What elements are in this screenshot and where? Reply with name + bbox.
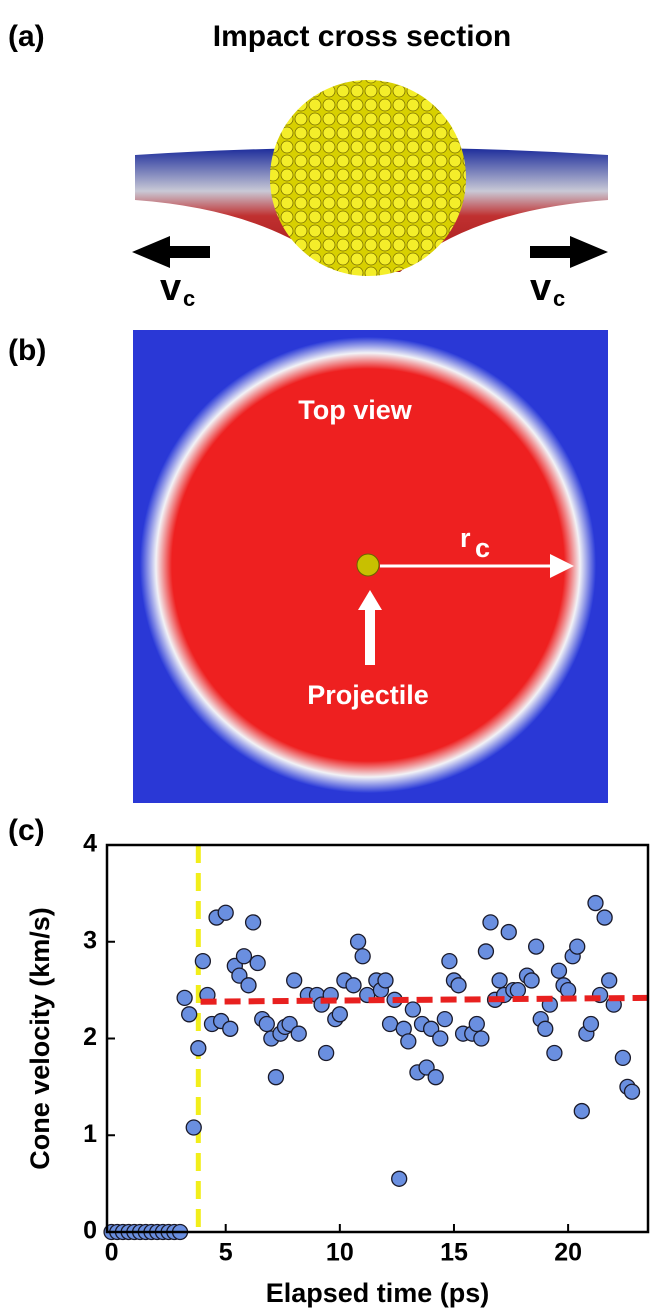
data-point: [473, 1030, 490, 1047]
data-point: [537, 1020, 554, 1037]
data-point: [349, 933, 367, 950]
plot-frame: [105, 843, 650, 1234]
projectile-arrow: [358, 590, 382, 665]
panel-label: (a): [8, 20, 45, 53]
data-point: [550, 962, 568, 979]
data-point: [317, 1044, 335, 1062]
y-tick-label: 3: [83, 926, 97, 954]
data-point: [222, 1020, 239, 1037]
projectile-sphere: [270, 80, 466, 276]
y-axis-label: Cone velocity (km/s): [25, 907, 55, 1170]
data-point: [217, 904, 234, 921]
data-point: [623, 1083, 641, 1100]
data-point: [427, 1069, 444, 1086]
x-tick-label: 5: [219, 1239, 233, 1267]
data-point: [286, 972, 303, 989]
radius-subscript: c: [475, 533, 490, 563]
projectile-dot: [356, 553, 380, 577]
velocity-label: v: [530, 267, 551, 309]
data-point: [377, 972, 394, 989]
y-tick-label: 4: [83, 830, 97, 858]
fit-line: [200, 994, 649, 1005]
x-tick-label: 15: [440, 1239, 468, 1267]
data-point: [477, 943, 495, 960]
data-point: [181, 1006, 198, 1023]
data-point: [596, 909, 613, 926]
data-point: [391, 1170, 408, 1187]
projectile-label: Projectile: [307, 680, 429, 710]
data-point: [601, 972, 618, 989]
data-point: [582, 1015, 600, 1033]
y-tick-label: 2: [83, 1023, 97, 1051]
data-point: [244, 914, 262, 931]
y-tick-label: 0: [83, 1217, 97, 1245]
data-point: [400, 1033, 417, 1050]
data-point: [381, 1015, 399, 1033]
panel-label: (b): [8, 334, 46, 367]
velocity-subscript: c: [183, 286, 195, 311]
data-point: [258, 1015, 275, 1033]
data-point: [436, 1011, 453, 1028]
panel-label: (c): [8, 814, 45, 847]
data-point: [267, 1069, 285, 1086]
data-point: [176, 989, 193, 1007]
data-point: [491, 972, 508, 989]
data-point: [185, 1119, 202, 1136]
data-point: [509, 981, 527, 999]
arrow-right: [530, 236, 608, 268]
y-tick-label: 1: [83, 1120, 97, 1148]
radius-label: r: [460, 523, 471, 553]
data-point: [482, 914, 499, 931]
data-point: [527, 938, 545, 955]
x-tick-label: 10: [326, 1239, 354, 1267]
velocity-subscript: c: [553, 286, 565, 311]
data-point: [500, 923, 517, 941]
data-point: [587, 894, 604, 912]
annotation: Top view: [298, 395, 413, 425]
data-point: [235, 948, 253, 965]
data-point: [345, 977, 362, 994]
data-point: [194, 952, 212, 970]
x-tick-label: 20: [554, 1239, 582, 1267]
data-point: [468, 1015, 485, 1033]
arrow-left: [132, 236, 210, 268]
data-point: [546, 1044, 563, 1062]
data-point: [441, 952, 458, 970]
data-point: [240, 977, 257, 994]
x-tick-label: 0: [105, 1239, 119, 1267]
data-point: [559, 981, 577, 999]
data-point: [614, 1049, 632, 1066]
data-point: [249, 954, 266, 972]
data-point: [354, 948, 371, 965]
panel-title: Impact cross section: [213, 20, 511, 53]
data-point: [573, 1102, 590, 1120]
data-point: [432, 1030, 449, 1047]
velocity-label: v: [160, 267, 181, 309]
data-point: [190, 1040, 207, 1057]
data-point: [331, 1006, 348, 1023]
data-point: [404, 1001, 422, 1018]
data-point: [523, 972, 540, 989]
data-point: [569, 938, 586, 955]
data-point: [290, 1025, 307, 1042]
data-point: [450, 977, 467, 994]
x-axis-label: Elapsed time (ps): [266, 1278, 490, 1308]
